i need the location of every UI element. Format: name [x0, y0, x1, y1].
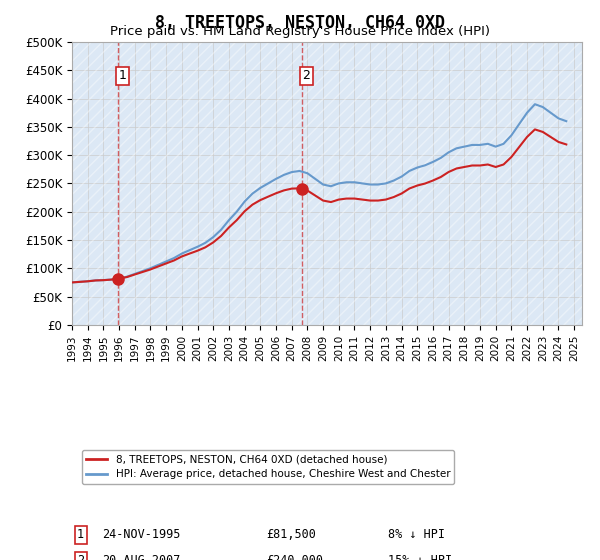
Text: 24-NOV-1995: 24-NOV-1995 [103, 529, 181, 542]
Text: £240,000: £240,000 [266, 554, 323, 560]
Text: 15% ↓ HPI: 15% ↓ HPI [388, 554, 452, 560]
Text: 20-AUG-2007: 20-AUG-2007 [103, 554, 181, 560]
Text: 8, TREETOPS, NESTON, CH64 0XD: 8, TREETOPS, NESTON, CH64 0XD [155, 14, 445, 32]
Legend: 8, TREETOPS, NESTON, CH64 0XD (detached house), HPI: Average price, detached hou: 8, TREETOPS, NESTON, CH64 0XD (detached … [82, 450, 454, 484]
Text: 2: 2 [77, 554, 84, 560]
Text: 8% ↓ HPI: 8% ↓ HPI [388, 529, 445, 542]
Text: 1: 1 [118, 69, 126, 82]
Text: £81,500: £81,500 [266, 529, 316, 542]
Text: Price paid vs. HM Land Registry's House Price Index (HPI): Price paid vs. HM Land Registry's House … [110, 25, 490, 38]
Text: 2: 2 [302, 69, 310, 82]
Text: 1: 1 [77, 529, 84, 542]
